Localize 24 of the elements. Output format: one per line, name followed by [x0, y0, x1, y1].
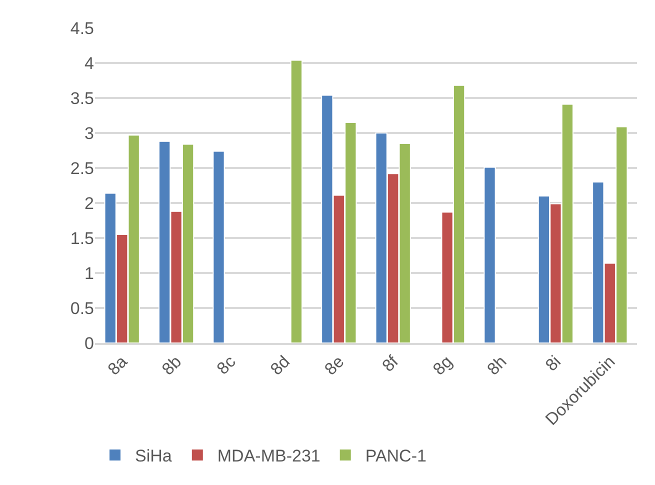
bar [290, 60, 303, 343]
x-tick-label: 8h [484, 352, 510, 379]
x-tick-label: 8a [104, 352, 132, 379]
y-tick-label: 0 [84, 334, 94, 353]
y-tick-label: 4.5 [70, 18, 94, 38]
bar [484, 166, 496, 343]
x-tick-label: 8g [429, 352, 456, 379]
legend-label: MDA-MB-231 [217, 446, 320, 466]
x-tick-label: 8e [320, 352, 348, 379]
y-tick-label: 0.5 [70, 298, 94, 318]
y-tick-label: 1.5 [70, 228, 94, 248]
bar [212, 150, 225, 343]
x-tick-label: 8f [378, 352, 402, 376]
x-tick-label: 8b [158, 352, 186, 379]
legend-label: SiHa [135, 446, 172, 466]
x-tick-label: 8d [266, 352, 294, 379]
y-tick-label: 2 [84, 194, 94, 213]
legend-label: PANC-1 [365, 446, 426, 466]
y-tick-label: 1 [84, 264, 94, 283]
y-tick-label: 2.5 [70, 158, 94, 178]
x-tick-label: 8c [213, 352, 240, 378]
y-tick-label: 3.5 [70, 88, 94, 108]
y-tick-label: 4 [84, 54, 94, 73]
y-tick-label: 3 [84, 124, 94, 143]
